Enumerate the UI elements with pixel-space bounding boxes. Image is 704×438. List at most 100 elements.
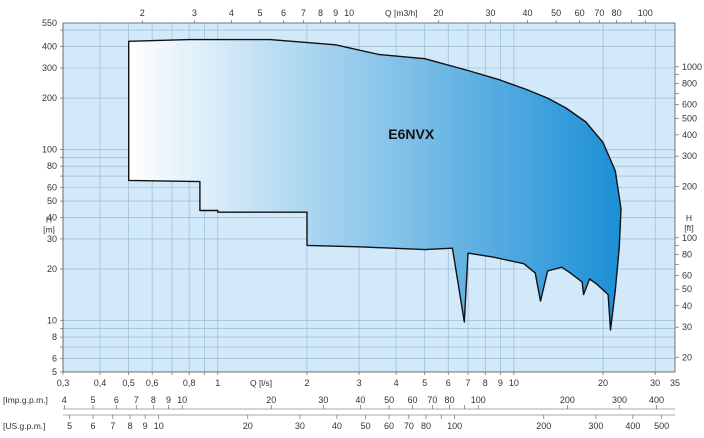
imp-gpm-tick-label: 7 (134, 395, 139, 405)
bottom-axis-title: Q [l/s] (250, 378, 272, 388)
top-flow-tick-label: 10 (344, 8, 354, 18)
axis-tick-labels: 0,3 0,4 0,5 0,6 0,8 1 2 3 4 5 6 7 8 9 10 20 30 352 3 4 5 6 7 8 9… (42, 8, 702, 431)
right-head-tick-label: 60 (682, 271, 692, 281)
imp-gpm-tick-label: 20 (266, 395, 276, 405)
imp-gpm-tick-label: 40 (355, 395, 365, 405)
left-head-tick-label: 20 (47, 264, 57, 274)
left-head-tick-label: 60 (47, 183, 57, 193)
top-flow-tick-label: 6 (281, 8, 286, 18)
bottom-flow-tick-label: 30 (650, 378, 660, 388)
right-head-tick-label: 300 (682, 151, 697, 161)
top-flow-tick-label: 8 (318, 8, 323, 18)
left-head-tick-label: 6 (52, 353, 57, 363)
left-head-tick-label: 10 (47, 316, 57, 326)
right-axis-title-top: H (686, 213, 692, 223)
left-head-tick-label: 100 (42, 145, 57, 155)
us-gpm-tick-label: 80 (421, 421, 431, 431)
us-gpm-tick-label: 10 (154, 421, 164, 431)
bottom-flow-tick-label: 9 (498, 378, 503, 388)
top-flow-tick-label: 100 (638, 8, 653, 18)
imp-gpm-tick-label: 400 (649, 395, 664, 405)
imp-gpm-tick-label: 9 (166, 395, 171, 405)
us-gpm-tick-label: 30 (295, 421, 305, 431)
top-flow-tick-label: 2 (140, 8, 145, 18)
bottom-flow-tick-label: 0,6 (146, 378, 159, 388)
us-gpm-tick-label: 6 (91, 421, 96, 431)
top-flow-tick-label: 7 (301, 8, 306, 18)
left-head-tick-label: 30 (47, 234, 57, 244)
us-gpm-tick-label: 5 (67, 421, 72, 431)
us-gpm-tick-label: 50 (361, 421, 371, 431)
top-flow-tick-label: 20 (433, 8, 443, 18)
imp-gpm-tick-label: 6 (114, 395, 119, 405)
bottom-flow-tick-label: 6 (446, 378, 451, 388)
us-gpm-axis-title: [US.g.p.m.] (3, 421, 46, 431)
us-gpm-tick-label: 40 (332, 421, 342, 431)
us-gpm-tick-label: 100 (447, 421, 462, 431)
left-head-tick-label: 550 (42, 18, 57, 28)
bottom-flow-tick-label: 1 (215, 378, 220, 388)
left-head-tick-label: 400 (42, 42, 57, 52)
us-gpm-tick-label: 8 (128, 421, 133, 431)
top-flow-tick-label: 3 (192, 8, 197, 18)
imp-gpm-tick-label: 8 (151, 395, 156, 405)
imp-gpm-axis-title: [Imp.g.p.m.] (3, 395, 48, 405)
us-gpm-tick-label: 70 (404, 421, 414, 431)
imp-gpm-tick-label: 5 (90, 395, 95, 405)
right-axis-title-bottom: [ft] (684, 223, 693, 233)
bottom-flow-tick-label: 10 (509, 378, 519, 388)
right-head-tick-label: 30 (682, 322, 692, 332)
top-flow-tick-label: 80 (612, 8, 622, 18)
bottom-flow-tick-label: 0,4 (94, 378, 107, 388)
us-gpm-tick-label: 20 (243, 421, 253, 431)
right-head-tick-label: 40 (682, 301, 692, 311)
left-head-tick-label: 40 (47, 213, 57, 223)
right-head-tick-label: 200 (682, 181, 697, 191)
bottom-flow-tick-label: 20 (598, 378, 608, 388)
left-axis-title-top: H (46, 214, 52, 224)
imp-gpm-tick-label: 30 (318, 395, 328, 405)
left-head-tick-label: 300 (42, 63, 57, 73)
top-flow-tick-label: 60 (575, 8, 585, 18)
us-gpm-tick-label: 60 (384, 421, 394, 431)
bottom-flow-tick-label: 35 (670, 378, 680, 388)
bottom-flow-tick-label: 3 (357, 378, 362, 388)
right-head-tick-label: 50 (682, 284, 692, 294)
us-gpm-tick-label: 200 (536, 421, 551, 431)
left-head-tick-label: 200 (42, 93, 57, 103)
top-axis-title: Q [m3/h] (385, 8, 418, 18)
bottom-flow-tick-label: 0,8 (183, 378, 196, 388)
right-head-tick-label: 500 (682, 113, 697, 123)
us-gpm-tick-label: 300 (588, 421, 603, 431)
right-head-tick-label: 1000 (682, 62, 702, 72)
imp-gpm-tick-label: 300 (612, 395, 627, 405)
right-head-tick-label: 100 (682, 233, 697, 243)
left-head-tick-label: 50 (47, 196, 57, 206)
imp-gpm-tick-label: 100 (471, 395, 486, 405)
top-flow-tick-label: 70 (594, 8, 604, 18)
top-flow-tick-label: 50 (551, 8, 561, 18)
bottom-flow-tick-label: 4 (394, 378, 399, 388)
top-flow-tick-label: 5 (258, 8, 263, 18)
right-head-tick-label: 20 (682, 352, 692, 362)
plot-frame (62, 22, 676, 373)
imp-gpm-tick-label: 50 (384, 395, 394, 405)
left-head-tick-label: 80 (47, 161, 57, 171)
bottom-flow-tick-label: 2 (304, 378, 309, 388)
imp-gpm-tick-label: 80 (445, 395, 455, 405)
imp-gpm-tick-label: 4 (62, 395, 67, 405)
right-head-tick-label: 600 (682, 100, 697, 110)
axis-ticks (60, 20, 679, 419)
imp-gpm-tick-label: 70 (427, 395, 437, 405)
bottom-flow-tick-label: 8 (483, 378, 488, 388)
imp-gpm-tick-label: 200 (560, 395, 575, 405)
right-head-tick-label: 400 (682, 130, 697, 140)
bottom-flow-tick-label: 0,5 (122, 378, 135, 388)
bottom-flow-tick-label: 5 (422, 378, 427, 388)
right-head-tick-label: 80 (682, 249, 692, 259)
left-head-tick-label: 5 (52, 367, 57, 377)
us-gpm-tick-label: 500 (654, 421, 669, 431)
left-axis-title-bottom: [m] (43, 224, 55, 234)
